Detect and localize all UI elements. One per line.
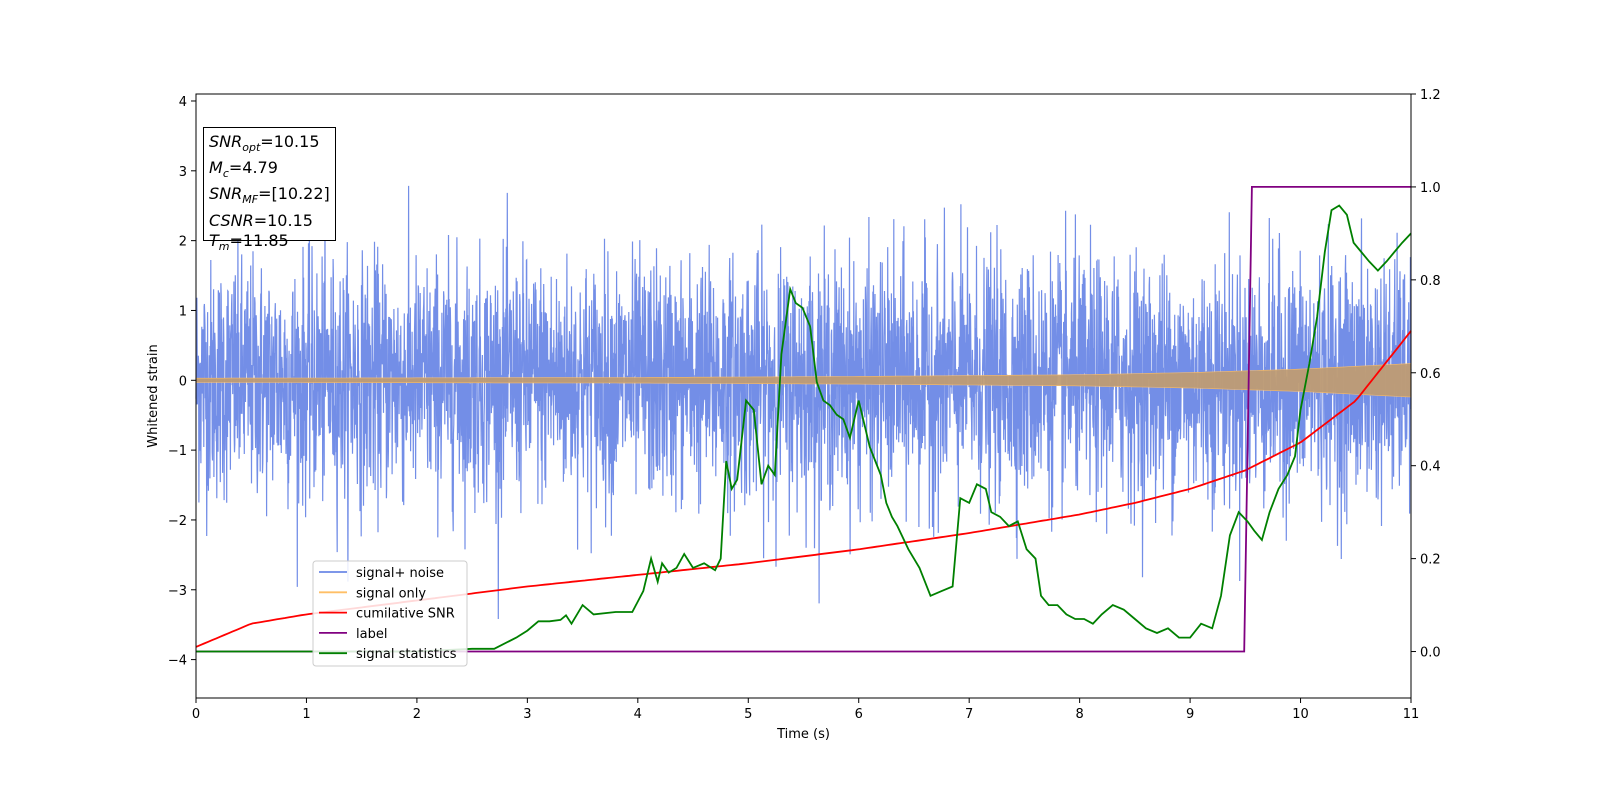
x-tick-label: 5 <box>744 707 752 722</box>
legend-box <box>312 560 468 667</box>
y-left-tick-label: 1 <box>179 304 187 319</box>
y-axis-right: 0.0 0.2 0.4 0.6 0.8 1.0 1.2 <box>1411 88 1441 661</box>
snr-opt-value: =10.15 <box>260 132 320 151</box>
y-left-tick-label: −3 <box>168 584 187 599</box>
y-left-tick-label: −4 <box>168 654 187 669</box>
y-left-tick-label: −2 <box>168 514 187 529</box>
x-tick-label: 4 <box>634 707 642 722</box>
legend-label: cumilative SNR <box>356 607 455 622</box>
y-right-tick-label: 1.2 <box>1420 88 1441 103</box>
snr-mf-line: SNRMF=[10.22] <box>209 184 330 207</box>
csnr-line: CSNR=10.15 <box>209 210 313 230</box>
info-box: SNRopt=10.15 Mc=4.79 SNRMF=[10.22] CSNR=… <box>203 127 336 253</box>
signal-noise-series <box>195 185 1412 620</box>
tm-value: =11.85 <box>229 230 289 250</box>
x-axis: 0 1 2 3 4 5 6 7 8 9 10 11 <box>192 698 1419 722</box>
legend-label: signal statistics <box>356 647 457 662</box>
mc-line: Mc=4.79 <box>209 158 278 181</box>
x-tick-label: 1 <box>302 707 310 722</box>
plot-frame <box>195 93 1412 699</box>
y-left-tick-label: 4 <box>179 95 187 110</box>
label-line <box>196 186 1411 653</box>
mc-value: =4.79 <box>228 158 278 178</box>
x-tick-label: 10 <box>1292 707 1309 722</box>
csnr-value: =10.15 <box>253 210 313 230</box>
x-tick-label: 6 <box>855 707 863 722</box>
legend-label: signal only <box>356 586 426 601</box>
snr-opt-line: SNRopt=10.15 <box>209 132 320 155</box>
y-left-tick-label: −1 <box>168 444 187 459</box>
x-tick-label: 8 <box>1075 707 1083 722</box>
y-right-tick-label: 1.0 <box>1420 181 1441 196</box>
legend-label: label <box>356 627 387 642</box>
tm-line: Tm=11.85 <box>209 230 289 253</box>
signal-statistics-line <box>196 204 1412 653</box>
legend-label: signal+ noise <box>356 566 444 581</box>
x-tick-label: 0 <box>192 707 200 722</box>
y-axis-left: −4 −3 −2 −1 0 1 2 3 4 <box>168 95 196 669</box>
y-right-tick-label: 0.2 <box>1420 553 1441 568</box>
y-left-tick-label: 0 <box>179 374 187 389</box>
x-axis-title: Time (s) <box>776 727 830 742</box>
y-right-tick-label: 0.8 <box>1420 274 1441 289</box>
x-tick-label: 11 <box>1403 707 1420 722</box>
y-right-tick-label: 0.0 <box>1420 646 1441 661</box>
x-tick-label: 3 <box>523 707 531 722</box>
y-left-tick-label: 2 <box>179 235 187 250</box>
signal-noise-line <box>195 185 1412 620</box>
x-tick-label: 2 <box>413 707 421 722</box>
y-right-tick-label: 0.4 <box>1420 460 1441 475</box>
y-left-tick-label: 3 <box>179 165 187 180</box>
y-axis-title: Whitened strain <box>146 344 161 447</box>
x-tick-label: 7 <box>965 707 973 722</box>
legend: signal+ noise signal only cumilative SNR la… <box>312 560 468 667</box>
y-right-tick-label: 0.6 <box>1420 367 1441 382</box>
x-tick-label: 9 <box>1186 707 1194 722</box>
snr-mf-value: =[10.22] <box>258 184 330 204</box>
